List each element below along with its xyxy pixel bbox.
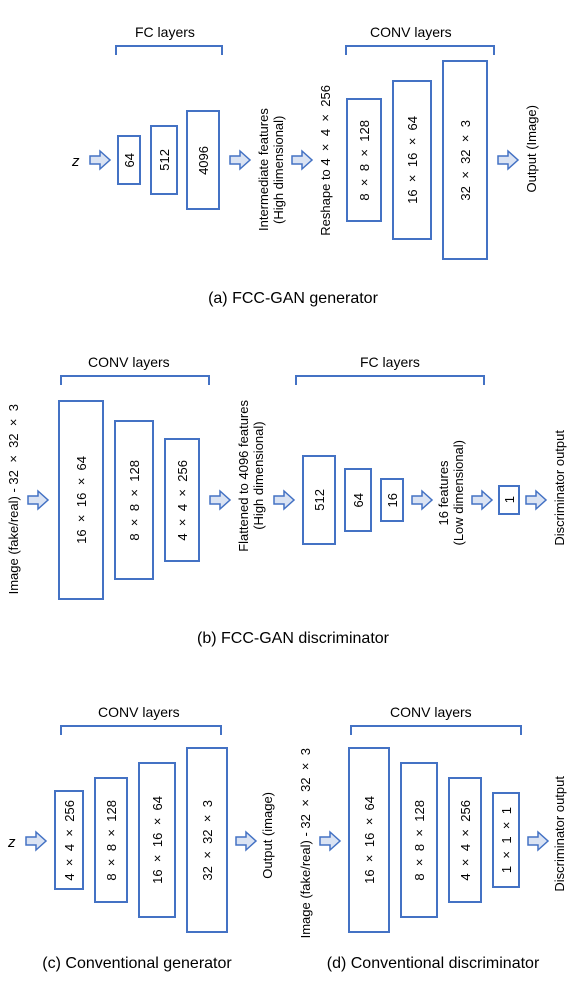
- conv-block-3: 32 × 32 × 3: [442, 60, 488, 260]
- c-block-4: 32 × 32 × 3: [186, 747, 228, 933]
- d-block-1: 16 × 16 × 64: [348, 747, 390, 933]
- conv-bracket-b: [60, 375, 210, 377]
- arrow-b1: [26, 488, 50, 512]
- intermediate-label: Intermediate features(High dimensional): [256, 85, 286, 255]
- arrow-b6: [524, 488, 548, 512]
- arrow-d2: [526, 829, 550, 853]
- arrow-1: [88, 148, 112, 172]
- c-block-2: 8 × 8 × 128: [94, 777, 128, 903]
- panel-a: FC layers CONV layers z 64 512 4096 Inte…: [0, 0, 586, 315]
- conv-bracket-label: CONV layers: [370, 24, 452, 40]
- conv-block-1: 8 × 8 × 128: [346, 98, 382, 222]
- conv-bracket-d: [350, 725, 522, 727]
- output-c: Output (image): [260, 792, 275, 879]
- input-d: Image (fake/real) - 32 × 32 × 3: [298, 748, 313, 938]
- fc-bracket: [115, 45, 223, 47]
- fc-bracket-b: [295, 375, 485, 377]
- fc-block-4096: 4096: [186, 110, 220, 210]
- d-block-2: 8 × 8 × 128: [400, 762, 438, 918]
- c-block-3: 16 × 16 × 64: [138, 762, 176, 918]
- output-d: Discriminator output: [552, 776, 567, 892]
- arrow-b5: [470, 488, 494, 512]
- fc-bracket-label: FC layers: [135, 24, 195, 40]
- fc-bracket-label-b: FC layers: [360, 354, 420, 370]
- arrow-2: [228, 148, 252, 172]
- output-b: Discriminator output: [552, 430, 567, 546]
- conv-block-2: 16 × 16 × 64: [392, 80, 432, 240]
- output-label: Output (Image): [524, 105, 539, 192]
- conv-b2: 8 × 8 × 128: [114, 420, 154, 580]
- conv-b3: 4 × 4 × 256: [164, 438, 200, 562]
- flatten-label: Flattened to 4096 features(High dimensio…: [236, 400, 266, 552]
- input-z: z: [72, 153, 80, 170]
- fc-block-64: 64: [117, 135, 141, 185]
- panel-c: CONV layers z 4 × 4 × 256 8 × 8 × 128 16…: [0, 680, 290, 980]
- conv-bracket-label-d: CONV layers: [390, 704, 472, 720]
- d-block-3: 4 × 4 × 256: [448, 777, 482, 903]
- fc-b3: 16: [380, 478, 404, 522]
- arrow-3: [290, 148, 314, 172]
- panel-d: CONV layers Image (fake/real) - 32 × 32 …: [290, 680, 586, 980]
- input-c: z: [8, 834, 16, 851]
- fc-b-final: 1: [498, 485, 520, 515]
- arrow-c2: [234, 829, 258, 853]
- caption-d: (d) Conventional discriminator: [285, 955, 581, 973]
- arrow-d1: [318, 829, 342, 853]
- caption-b: (b) FCC-GAN discriminator: [0, 630, 586, 648]
- arrow-c1: [24, 829, 48, 853]
- conv-bracket-label-c: CONV layers: [98, 704, 180, 720]
- d-block-4: 1 × 1 × 1: [492, 792, 520, 888]
- arrow-b2: [208, 488, 232, 512]
- reshape-label: Reshape to 4 × 4 × 256: [318, 85, 333, 236]
- conv-bracket-label-b: CONV layers: [88, 354, 170, 370]
- conv-bracket-c: [60, 725, 222, 727]
- panel-b: CONV layers FC layers Image (fake/real) …: [0, 330, 586, 665]
- c-block-1: 4 × 4 × 256: [54, 790, 84, 890]
- caption-a: (a) FCC-GAN generator: [0, 290, 586, 308]
- arrow-b3: [272, 488, 296, 512]
- sixteen-label: 16 features(Low dimensional): [436, 440, 466, 546]
- input-b: Image (fake/real) - 32 × 32 × 3: [6, 404, 21, 594]
- conv-bracket: [345, 45, 495, 47]
- fc-b2: 64: [344, 468, 372, 532]
- arrow-4: [496, 148, 520, 172]
- fc-block-512: 512: [150, 125, 178, 195]
- fc-b1: 512: [302, 455, 336, 545]
- conv-b1: 16 × 16 × 64: [58, 400, 104, 600]
- caption-c: (c) Conventional generator: [0, 955, 282, 973]
- arrow-b4: [410, 488, 434, 512]
